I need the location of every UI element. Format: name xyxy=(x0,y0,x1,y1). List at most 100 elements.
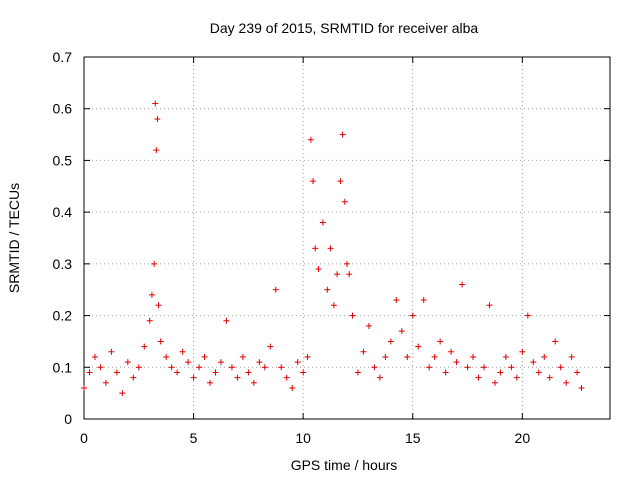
data-point xyxy=(179,348,186,355)
data-point xyxy=(371,364,378,371)
data-point xyxy=(459,281,466,288)
data-point xyxy=(228,364,235,371)
data-point xyxy=(190,374,197,381)
data-point xyxy=(535,369,542,376)
x-axis-label: GPS time / hours xyxy=(291,457,398,473)
data-point xyxy=(480,364,487,371)
data-point xyxy=(330,302,337,309)
plot-frame xyxy=(83,56,611,420)
data-point xyxy=(153,147,160,154)
data-point xyxy=(310,178,317,185)
data-point xyxy=(283,374,290,381)
y-tick-label: 0.2 xyxy=(53,308,73,324)
data-point xyxy=(354,369,361,376)
data-point xyxy=(154,116,161,123)
data-point xyxy=(315,266,322,273)
data-point xyxy=(201,353,208,360)
data-point xyxy=(448,348,455,355)
data-point xyxy=(341,198,348,205)
data-point xyxy=(130,374,137,381)
data-point xyxy=(256,359,263,366)
data-point xyxy=(307,136,314,143)
axis-ticks xyxy=(83,56,610,420)
data-point xyxy=(574,369,581,376)
data-point xyxy=(155,302,162,309)
data-point xyxy=(382,353,389,360)
data-point xyxy=(245,369,252,376)
data-point xyxy=(223,317,230,324)
data-point xyxy=(185,359,192,366)
data-point xyxy=(470,353,477,360)
y-tick-label: 0.7 xyxy=(53,49,73,65)
data-point xyxy=(97,364,104,371)
data-point xyxy=(337,178,344,185)
x-tick-label: 0 xyxy=(80,430,88,446)
data-point xyxy=(426,364,433,371)
data-point xyxy=(102,379,109,386)
data-point xyxy=(278,364,285,371)
y-tick-label: 0.1 xyxy=(53,359,73,375)
data-point xyxy=(141,343,148,350)
data-point xyxy=(557,364,564,371)
data-point xyxy=(267,343,274,350)
data-point xyxy=(152,100,159,107)
data-point xyxy=(393,297,400,304)
data-point xyxy=(491,379,498,386)
data-point xyxy=(409,312,416,319)
data-point xyxy=(304,353,311,360)
data-point xyxy=(174,369,181,376)
data-point xyxy=(124,359,131,366)
data-point xyxy=(217,359,224,366)
data-point xyxy=(234,374,241,381)
data-point xyxy=(157,338,164,345)
x-tick-label: 10 xyxy=(295,430,311,446)
data-point xyxy=(568,353,575,360)
chart-title: Day 239 of 2015, SRMTID for receiver alb… xyxy=(210,20,479,36)
data-point xyxy=(319,219,326,226)
data-point xyxy=(508,364,515,371)
data-point xyxy=(86,369,93,376)
data-point xyxy=(324,286,331,293)
data-point xyxy=(163,353,170,360)
data-point xyxy=(530,359,537,366)
data-point xyxy=(151,260,158,267)
data-point xyxy=(404,353,411,360)
data-points xyxy=(81,100,585,397)
data-point xyxy=(541,353,548,360)
data-point xyxy=(519,348,526,355)
data-point xyxy=(196,364,203,371)
data-point xyxy=(148,291,155,298)
data-point xyxy=(349,312,356,319)
data-point xyxy=(365,322,372,329)
data-point xyxy=(146,317,153,324)
data-point xyxy=(135,364,142,371)
data-point xyxy=(312,245,319,252)
data-point xyxy=(294,359,301,366)
data-point xyxy=(207,379,214,386)
data-point xyxy=(300,369,307,376)
data-point xyxy=(415,343,422,350)
y-tick-label: 0 xyxy=(64,411,72,427)
data-point xyxy=(108,348,115,355)
data-point xyxy=(475,374,482,381)
data-point xyxy=(524,312,531,319)
y-tick-labels: 0 0.1 0.2 0.3 0.4 0.5 0.6 0.7 xyxy=(53,49,73,427)
data-point xyxy=(497,369,504,376)
data-point xyxy=(563,379,570,386)
data-point xyxy=(513,374,520,381)
data-point xyxy=(212,369,219,376)
data-point xyxy=(261,364,268,371)
data-point xyxy=(437,338,444,345)
data-point xyxy=(346,271,353,278)
data-point xyxy=(327,245,334,252)
y-tick-label: 0.4 xyxy=(53,204,73,220)
data-point xyxy=(420,297,427,304)
data-point xyxy=(113,369,120,376)
data-point xyxy=(339,131,346,138)
data-point xyxy=(272,286,279,293)
data-point xyxy=(387,338,394,345)
y-tick-label: 0.6 xyxy=(53,101,73,117)
data-point xyxy=(119,390,126,397)
x-tick-label: 20 xyxy=(515,430,531,446)
